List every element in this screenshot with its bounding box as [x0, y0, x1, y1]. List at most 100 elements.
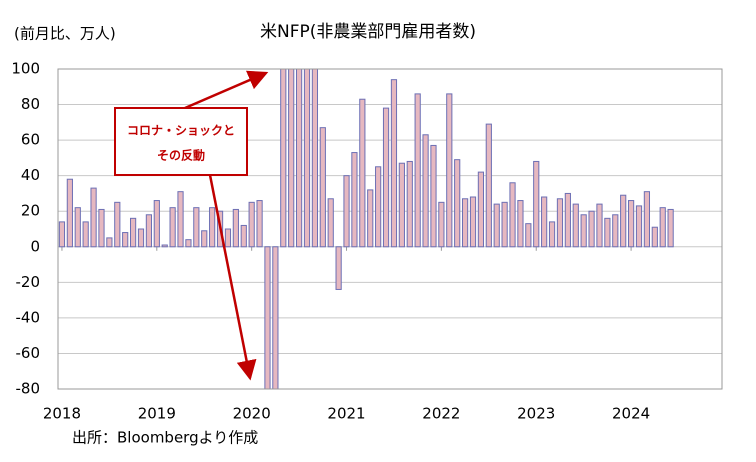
bar: [604, 217, 611, 248]
bar: [533, 160, 540, 248]
bar: [580, 214, 587, 248]
bar: [224, 228, 232, 248]
bar: [422, 134, 429, 248]
bar: [185, 239, 192, 248]
bar: [82, 221, 89, 248]
bar: [651, 226, 658, 248]
chart-title: 米NFP(非農業部門雇用者数): [260, 22, 476, 42]
bar: [177, 191, 184, 248]
bar: [390, 79, 398, 248]
bar: [469, 196, 477, 248]
bar: [264, 246, 271, 390]
bar: [153, 200, 160, 248]
bar: [596, 203, 603, 248]
bar: [327, 198, 334, 248]
annotation-text: コロナ・ショックと: [127, 124, 235, 138]
y-tick-label: -40: [16, 308, 41, 326]
bar: [375, 166, 382, 248]
bar: [556, 198, 564, 248]
x-tick-label: 2021: [327, 405, 365, 423]
x-tick-label: 2023: [517, 405, 555, 423]
bar: [201, 230, 208, 248]
arrow: [208, 174, 257, 381]
bar: [122, 232, 129, 248]
bar: [406, 160, 413, 248]
bar: [256, 200, 263, 248]
bar: [446, 93, 453, 248]
y-tick-label: -80: [16, 380, 41, 398]
bar: [169, 207, 176, 248]
bar: [588, 210, 595, 248]
bar: [414, 93, 421, 248]
bar: [240, 224, 247, 248]
bar: [454, 159, 461, 248]
bar: [129, 217, 137, 248]
bar: [493, 203, 500, 248]
bar: [209, 207, 216, 248]
bar: [335, 246, 342, 290]
bar: [667, 208, 674, 248]
bar: [635, 205, 643, 248]
bar: [367, 189, 374, 248]
bar: [98, 208, 105, 248]
bar: [382, 107, 390, 248]
bar: [643, 191, 651, 248]
bar: [303, 68, 311, 248]
bar: [430, 144, 437, 248]
annotation-text: その反動: [157, 148, 205, 163]
bar: [232, 208, 239, 248]
bar: [66, 178, 73, 248]
y-tick-label: 80: [21, 95, 40, 113]
bar: [509, 182, 516, 248]
bar: [90, 187, 97, 248]
x-tick-label: 2024: [612, 405, 650, 423]
bar: [461, 198, 469, 248]
bar: [438, 201, 445, 248]
x-tick-label: 2018: [43, 405, 81, 423]
bar: [193, 207, 200, 248]
bar: [311, 68, 319, 248]
x-tick-label: 2020: [233, 405, 271, 423]
bar: [248, 201, 255, 248]
y-tick-label: 40: [21, 166, 40, 184]
bar: [74, 207, 81, 248]
x-tick-label: 2022: [422, 405, 460, 423]
bar: [477, 171, 485, 248]
bar: [517, 200, 524, 248]
annotation-box: [114, 107, 248, 176]
bar: [351, 152, 358, 248]
y-axis-label: (前月比、万人): [14, 25, 116, 43]
bar: [548, 221, 556, 248]
bar: [161, 244, 168, 248]
bar: [485, 123, 492, 248]
bar: [343, 175, 350, 248]
bar: [612, 214, 619, 248]
bar: [295, 68, 303, 248]
bar: [627, 200, 635, 248]
bar: [564, 192, 571, 248]
bar: [280, 68, 287, 248]
bar: [501, 201, 508, 248]
bar: [620, 194, 627, 248]
y-tick-label: 100: [11, 60, 40, 78]
bar: [288, 68, 295, 248]
bar: [398, 162, 405, 248]
bar: [659, 207, 666, 248]
bar: [114, 201, 121, 248]
bar: [572, 203, 579, 248]
bar: [145, 214, 153, 248]
bar: [525, 223, 532, 248]
source-note: 出所：Bloombergより作成: [72, 429, 258, 447]
y-tick-label: 60: [21, 131, 40, 149]
y-tick-label: 20: [21, 202, 40, 220]
bar: [319, 127, 326, 248]
bar: [137, 228, 145, 248]
plot-frame: [57, 68, 723, 390]
bar: [272, 246, 279, 390]
y-tick-label: 0: [30, 237, 40, 255]
bar: [541, 196, 548, 248]
y-tick-label: -20: [16, 273, 41, 291]
bar: [359, 98, 366, 248]
x-tick-label: 2019: [138, 405, 176, 423]
